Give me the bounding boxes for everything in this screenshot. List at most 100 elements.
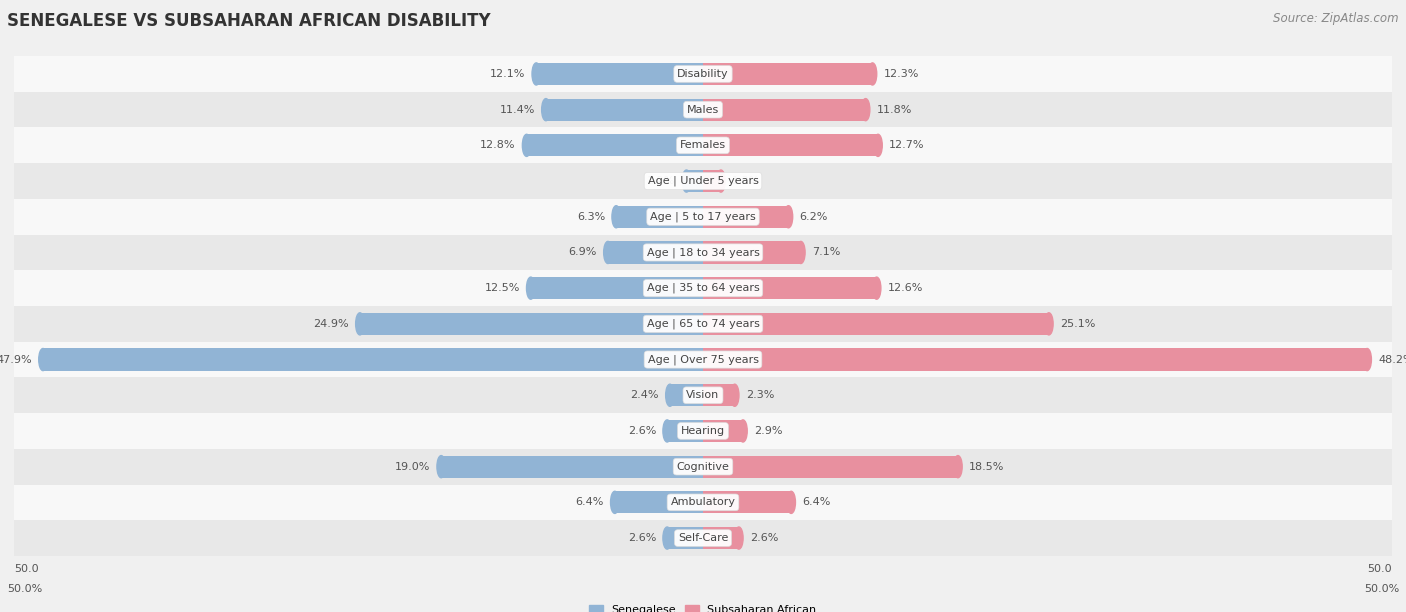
Circle shape [610, 491, 619, 513]
Circle shape [731, 384, 740, 406]
Bar [703, 491, 792, 513]
Text: 6.3%: 6.3% [576, 212, 605, 222]
Text: 6.4%: 6.4% [803, 498, 831, 507]
Bar [14, 127, 1392, 163]
Circle shape [953, 455, 962, 478]
Bar [441, 455, 703, 478]
Bar [44, 348, 703, 371]
Circle shape [797, 241, 806, 264]
Text: 6.9%: 6.9% [568, 247, 598, 258]
Text: SENEGALESE VS SUBSAHARAN AFRICAN DISABILITY: SENEGALESE VS SUBSAHARAN AFRICAN DISABIL… [7, 12, 491, 30]
Circle shape [356, 313, 364, 335]
Bar [14, 449, 1392, 485]
Text: Source: ZipAtlas.com: Source: ZipAtlas.com [1274, 12, 1399, 25]
Bar [14, 378, 1392, 413]
Text: 12.5%: 12.5% [484, 283, 520, 293]
Text: Self-Care: Self-Care [678, 533, 728, 543]
Bar [703, 241, 801, 264]
Bar [703, 527, 738, 549]
Bar [703, 277, 876, 299]
Bar [14, 199, 1392, 234]
Bar [14, 56, 1392, 92]
Text: 12.1%: 12.1% [489, 69, 526, 79]
Bar [669, 384, 703, 406]
Text: 24.9%: 24.9% [314, 319, 349, 329]
Text: 12.8%: 12.8% [479, 140, 516, 151]
Text: Hearing: Hearing [681, 426, 725, 436]
Circle shape [437, 455, 446, 478]
Bar [686, 170, 703, 192]
Text: Vision: Vision [686, 390, 720, 400]
Circle shape [869, 63, 877, 85]
Text: 1.2%: 1.2% [647, 176, 675, 186]
Text: 2.3%: 2.3% [745, 390, 775, 400]
Bar [703, 206, 789, 228]
Circle shape [523, 134, 531, 157]
Bar [703, 313, 1049, 335]
Legend: Senegalese, Subsaharan African: Senegalese, Subsaharan African [585, 600, 821, 612]
Text: 2.9%: 2.9% [754, 426, 783, 436]
Circle shape [662, 527, 672, 549]
Bar [703, 348, 1367, 371]
Circle shape [1045, 313, 1053, 335]
Circle shape [734, 527, 744, 549]
Text: 12.7%: 12.7% [889, 140, 925, 151]
Bar [14, 341, 1392, 378]
Text: 2.6%: 2.6% [627, 426, 657, 436]
Circle shape [603, 241, 612, 264]
Circle shape [717, 170, 725, 192]
Text: Males: Males [688, 105, 718, 114]
Text: 2.6%: 2.6% [749, 533, 779, 543]
Bar [616, 206, 703, 228]
Text: 19.0%: 19.0% [395, 461, 430, 472]
Bar [668, 527, 703, 549]
Bar [531, 277, 703, 299]
Circle shape [39, 348, 48, 371]
Text: 7.1%: 7.1% [811, 247, 841, 258]
Text: 6.4%: 6.4% [575, 498, 603, 507]
Text: 50.0%: 50.0% [1364, 584, 1399, 594]
Bar [360, 313, 703, 335]
Text: 18.5%: 18.5% [969, 461, 1004, 472]
Circle shape [662, 420, 672, 442]
Bar [668, 420, 703, 442]
Text: 12.6%: 12.6% [887, 283, 922, 293]
Circle shape [612, 206, 620, 228]
Bar [614, 491, 703, 513]
Circle shape [682, 170, 690, 192]
Circle shape [541, 99, 550, 121]
Text: 2.6%: 2.6% [627, 533, 657, 543]
Text: Disability: Disability [678, 69, 728, 79]
Text: 47.9%: 47.9% [0, 354, 32, 365]
Bar [14, 413, 1392, 449]
Text: 6.2%: 6.2% [800, 212, 828, 222]
Circle shape [873, 134, 882, 157]
Bar [14, 234, 1392, 271]
Text: 50.0: 50.0 [1367, 564, 1392, 574]
Text: 11.8%: 11.8% [876, 105, 912, 114]
Text: Age | 65 to 74 years: Age | 65 to 74 years [647, 319, 759, 329]
Text: 50.0: 50.0 [14, 564, 39, 574]
Bar [536, 63, 703, 85]
Bar [14, 485, 1392, 520]
Text: 1.3%: 1.3% [733, 176, 761, 186]
Text: 50.0%: 50.0% [7, 584, 42, 594]
Text: Age | Over 75 years: Age | Over 75 years [648, 354, 758, 365]
Bar [703, 420, 742, 442]
Text: Age | 5 to 17 years: Age | 5 to 17 years [650, 212, 756, 222]
Circle shape [665, 384, 675, 406]
Bar [14, 163, 1392, 199]
Bar [703, 384, 735, 406]
Text: Age | Under 5 years: Age | Under 5 years [648, 176, 758, 186]
Circle shape [785, 206, 793, 228]
Text: 48.2%: 48.2% [1378, 354, 1406, 365]
Bar [527, 134, 703, 157]
Text: 11.4%: 11.4% [499, 105, 534, 114]
Text: Age | 18 to 34 years: Age | 18 to 34 years [647, 247, 759, 258]
Bar [703, 63, 873, 85]
Text: Age | 35 to 64 years: Age | 35 to 64 years [647, 283, 759, 293]
Bar [14, 306, 1392, 341]
Circle shape [862, 99, 870, 121]
Bar [703, 170, 721, 192]
Bar [14, 271, 1392, 306]
